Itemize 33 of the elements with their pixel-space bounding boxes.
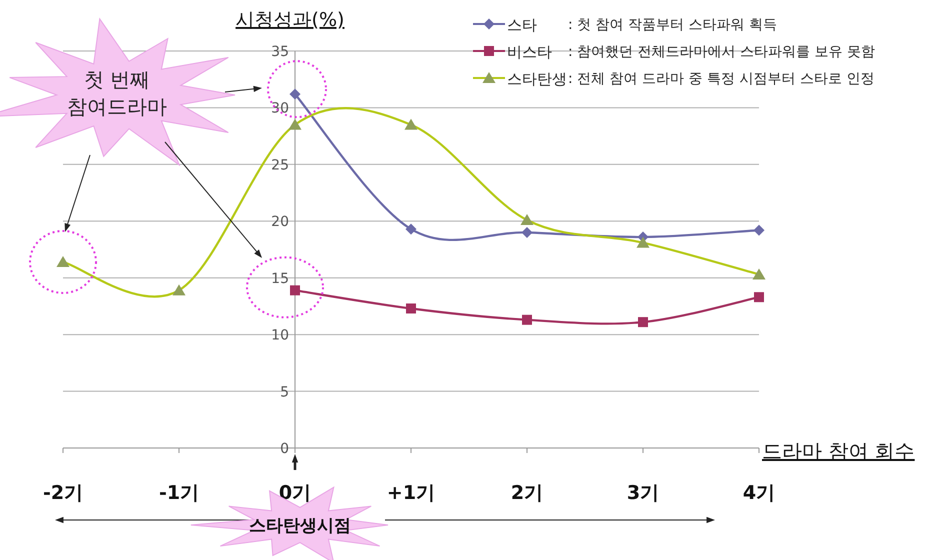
point <box>638 317 648 328</box>
point <box>406 303 416 314</box>
annotation: 첫 번째 참여드라마 <box>67 68 167 118</box>
legend-label: 비스타 <box>507 43 552 61</box>
point <box>754 224 764 236</box>
y-tick-label: 15 <box>271 270 289 287</box>
y-tick-label: 5 <box>280 384 289 400</box>
point <box>522 226 532 238</box>
x-tick-label: 0기 <box>278 482 312 504</box>
point <box>290 88 300 100</box>
y-tick-label: 25 <box>271 157 289 174</box>
x-tick-label: -1기 <box>158 482 200 504</box>
x-tick-label: 2기 <box>510 482 544 504</box>
point <box>754 292 764 302</box>
point <box>290 285 300 296</box>
point <box>522 314 532 325</box>
x-tick-label: +1기 <box>386 482 436 504</box>
legend-label: 스타 <box>507 16 537 34</box>
y-tick-label: 30 <box>271 100 289 117</box>
x-tick-label: 3기 <box>626 482 660 504</box>
point <box>406 224 416 235</box>
y-tick-label: 10 <box>271 328 289 344</box>
text: 스타탄생시점 <box>249 516 351 536</box>
x-tick-label: 4기 <box>742 482 776 504</box>
legend-label: 스타탄생 <box>507 70 567 88</box>
text: : 첫 참여 작품부터 스타파워 획득 <box>568 17 777 33</box>
annotation: : 전체 참여 드라마 중 특정 시점부터 스타로 인정 <box>568 71 874 87</box>
y-axis-title: 시청성과(%) <box>236 9 344 31</box>
y-tick-label: 20 <box>271 214 289 230</box>
annotation: : 참여했던 전체드라마에서 스타파워를 보유 못함 <box>568 44 875 60</box>
x-axis-title: 드라마 참여 회수 <box>762 439 915 463</box>
x-tick-label: -2기 <box>42 482 84 504</box>
y-tick-label: 35 <box>271 44 289 60</box>
